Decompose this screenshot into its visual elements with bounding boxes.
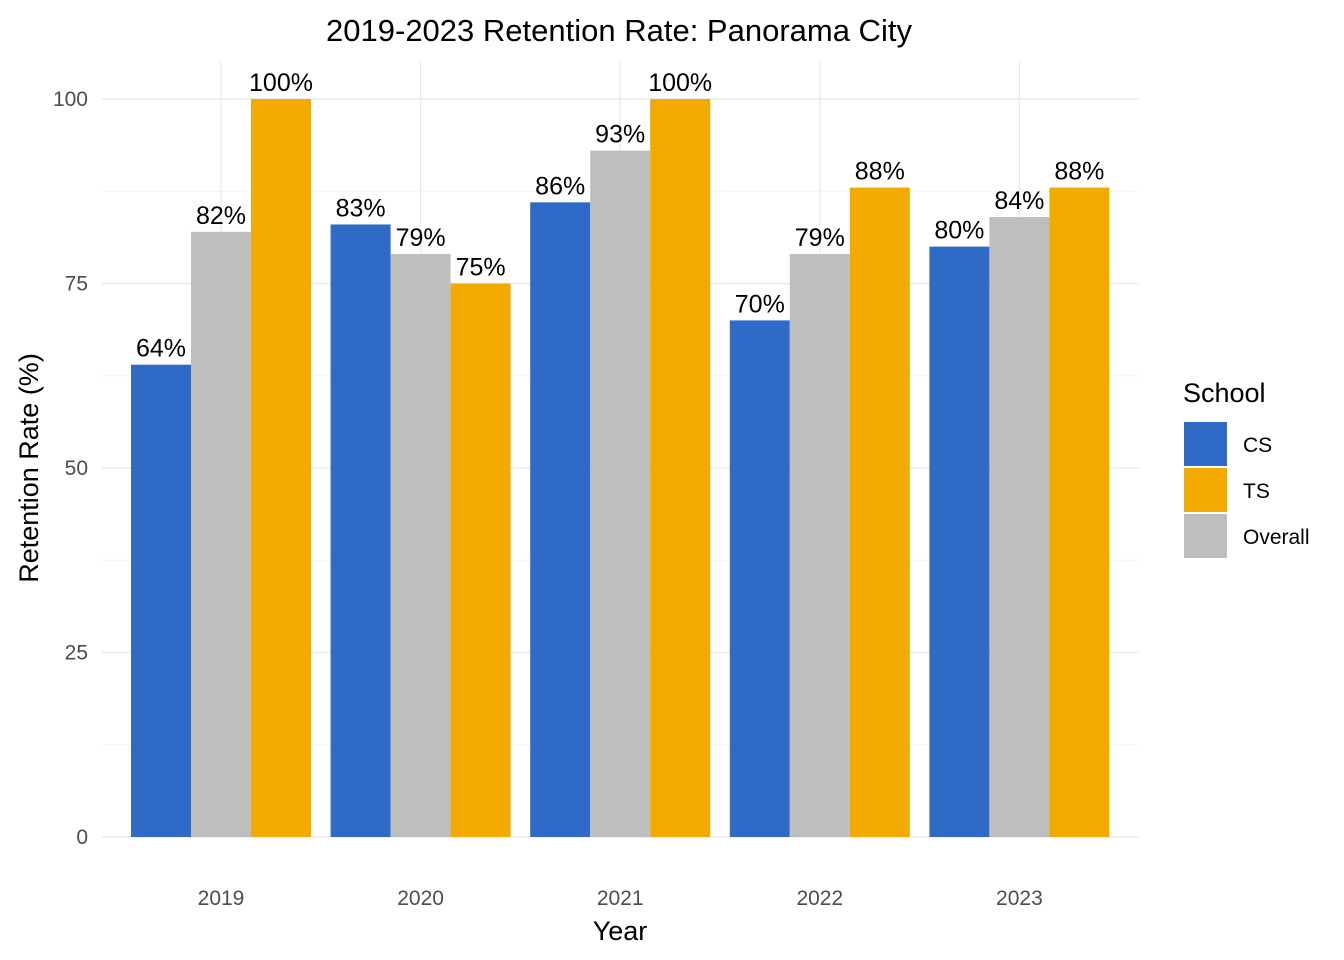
bar-cs-2021 [530, 202, 591, 837]
legend-title: School [1183, 378, 1266, 408]
bar-overall-2023 [989, 217, 1050, 837]
legend: School CS TS Overall [1183, 378, 1310, 558]
legend-swatch-cs [1184, 422, 1227, 466]
bar-ts-2021 [650, 99, 711, 837]
data-labels: 64%82%100%83%79%75%86%93%100%70%79%88%80… [136, 69, 1104, 363]
y-tick-label: 100 [53, 88, 88, 111]
y-tick-label: 0 [76, 826, 88, 849]
data-label-overall-2023: 84% [994, 187, 1044, 215]
x-tick-label: 2019 [198, 887, 245, 910]
bar-ts-2023 [1049, 187, 1110, 837]
legend-swatch-ts [1184, 468, 1227, 512]
x-axis-title: Year [593, 916, 648, 946]
x-axis-ticks: 2019 2020 2021 2022 2023 [198, 887, 1043, 910]
bars [131, 99, 1110, 838]
legend-label-ts: TS [1243, 480, 1270, 503]
bar-ts-2019 [251, 99, 311, 837]
data-label-cs-2020: 83% [336, 194, 386, 222]
data-label-overall-2021: 93% [595, 121, 645, 149]
y-axis-ticks: 0 25 50 75 100 [53, 88, 88, 849]
data-label-overall-2020: 79% [396, 224, 446, 252]
x-tick-label: 2021 [597, 887, 644, 910]
legend-label-cs: CS [1243, 434, 1272, 457]
data-label-overall-2022: 79% [795, 224, 845, 252]
data-label-overall-2019: 82% [196, 202, 246, 230]
bar-cs-2023 [929, 246, 990, 838]
data-label-ts-2023: 88% [1054, 158, 1104, 186]
bar-overall-2022 [789, 253, 850, 838]
data-label-ts-2021: 100% [648, 69, 712, 97]
legend-label-overall: Overall [1243, 526, 1310, 549]
bar-ts-2022 [849, 187, 910, 837]
bar-overall-2021 [590, 150, 651, 837]
data-label-ts-2019: 100% [249, 69, 313, 97]
y-tick-label: 75 [65, 273, 88, 296]
legend-items: CS TS Overall [1184, 422, 1310, 558]
data-label-ts-2022: 88% [855, 158, 905, 186]
data-label-cs-2023: 80% [934, 217, 984, 245]
bar-cs-2019 [131, 364, 191, 837]
bar-overall-2020 [390, 253, 451, 838]
data-label-ts-2020: 75% [456, 254, 506, 282]
x-tick-label: 2023 [996, 887, 1043, 910]
x-tick-label: 2020 [397, 887, 444, 910]
chart-title: 2019-2023 Retention Rate: Panorama City [326, 13, 912, 48]
bar-cs-2022 [729, 320, 790, 837]
legend-swatch-overall [1184, 514, 1227, 558]
data-label-cs-2019: 64% [136, 335, 186, 363]
y-axis-title: Retention Rate (%) [14, 353, 44, 583]
y-tick-label: 50 [65, 457, 88, 480]
bar-cs-2020 [330, 224, 391, 837]
bar-overall-2019 [191, 231, 251, 838]
y-tick-label: 25 [65, 642, 88, 665]
data-label-cs-2021: 86% [535, 172, 585, 200]
bar-ts-2020 [450, 283, 511, 837]
data-label-cs-2022: 70% [735, 290, 785, 318]
x-tick-label: 2022 [796, 887, 843, 910]
